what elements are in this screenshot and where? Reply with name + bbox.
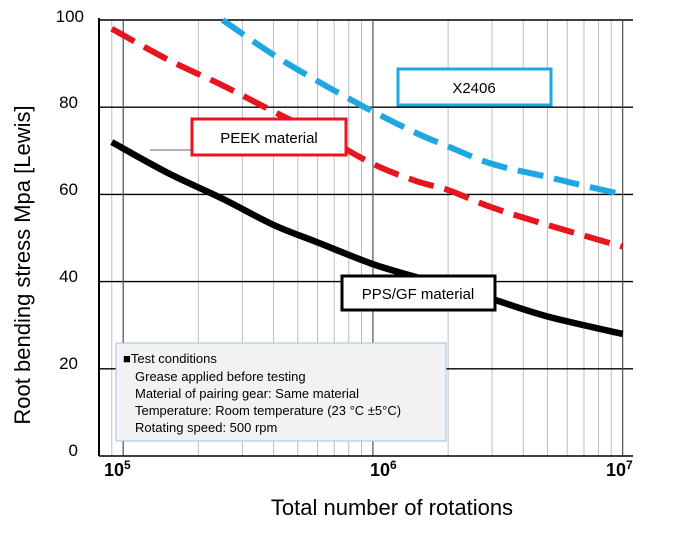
legend-pps-box [340,274,497,312]
legend-x2406: X2406 [396,67,553,107]
series-layer [110,17,624,338]
legend-pps-label: PPS/GF material [362,286,475,303]
test-conditions-box: ■Test conditions Grease applied before t… [115,342,447,442]
x-tick-exp: 5 [124,458,131,472]
test-conditions-background [115,342,447,442]
y-tick-label: 0 [69,441,78,460]
test-conditions-line: Material of pairing gear: Same material [135,386,359,401]
test-conditions-line: Rotating speed: 500 rpm [135,420,277,435]
test-conditions-title: ■Test conditions [123,351,217,366]
legend-pps: PPS/GF material [340,274,497,312]
series-line-peek-material [110,26,624,250]
legend-peek: PEEK material [190,117,348,157]
y-tick-label: 100 [56,7,84,26]
x-tick-exp: 6 [390,458,397,472]
y-axis-ticks: 0 20 40 60 80 100 [56,7,84,460]
series-line-pps-gf-material [110,139,624,338]
series-line-x2406 [220,17,624,198]
y-tick-label: 20 [59,354,78,373]
y-axis-label: Root bending stress Mpa [Lewis] [10,105,35,424]
x-tick-label: 107 [606,458,633,480]
y-tick-label: 40 [59,267,78,286]
x-tick-base: 10 [104,460,124,480]
legend-x2406-label: X2406 [452,80,495,97]
x-axis-ticks: 105 106 107 [104,458,633,480]
y-tick-label: 60 [59,180,78,199]
x-axis-label: Total number of rotations [271,495,513,520]
x-tick-exp: 7 [626,458,633,472]
test-conditions-line: Temperature: Room temperature (23 °C ±5°… [135,403,401,418]
y-tick-label: 80 [59,93,78,112]
test-conditions-line: Grease applied before testing [135,369,306,384]
x-tick-label: 105 [104,458,131,480]
legend-peek-box [190,117,348,157]
x-tick-label: 106 [370,458,397,480]
x-tick-base: 10 [606,460,626,480]
x-tick-base: 10 [370,460,390,480]
legend-peek-label: PEEK material [220,130,318,147]
legend-x2406-box [396,67,553,107]
